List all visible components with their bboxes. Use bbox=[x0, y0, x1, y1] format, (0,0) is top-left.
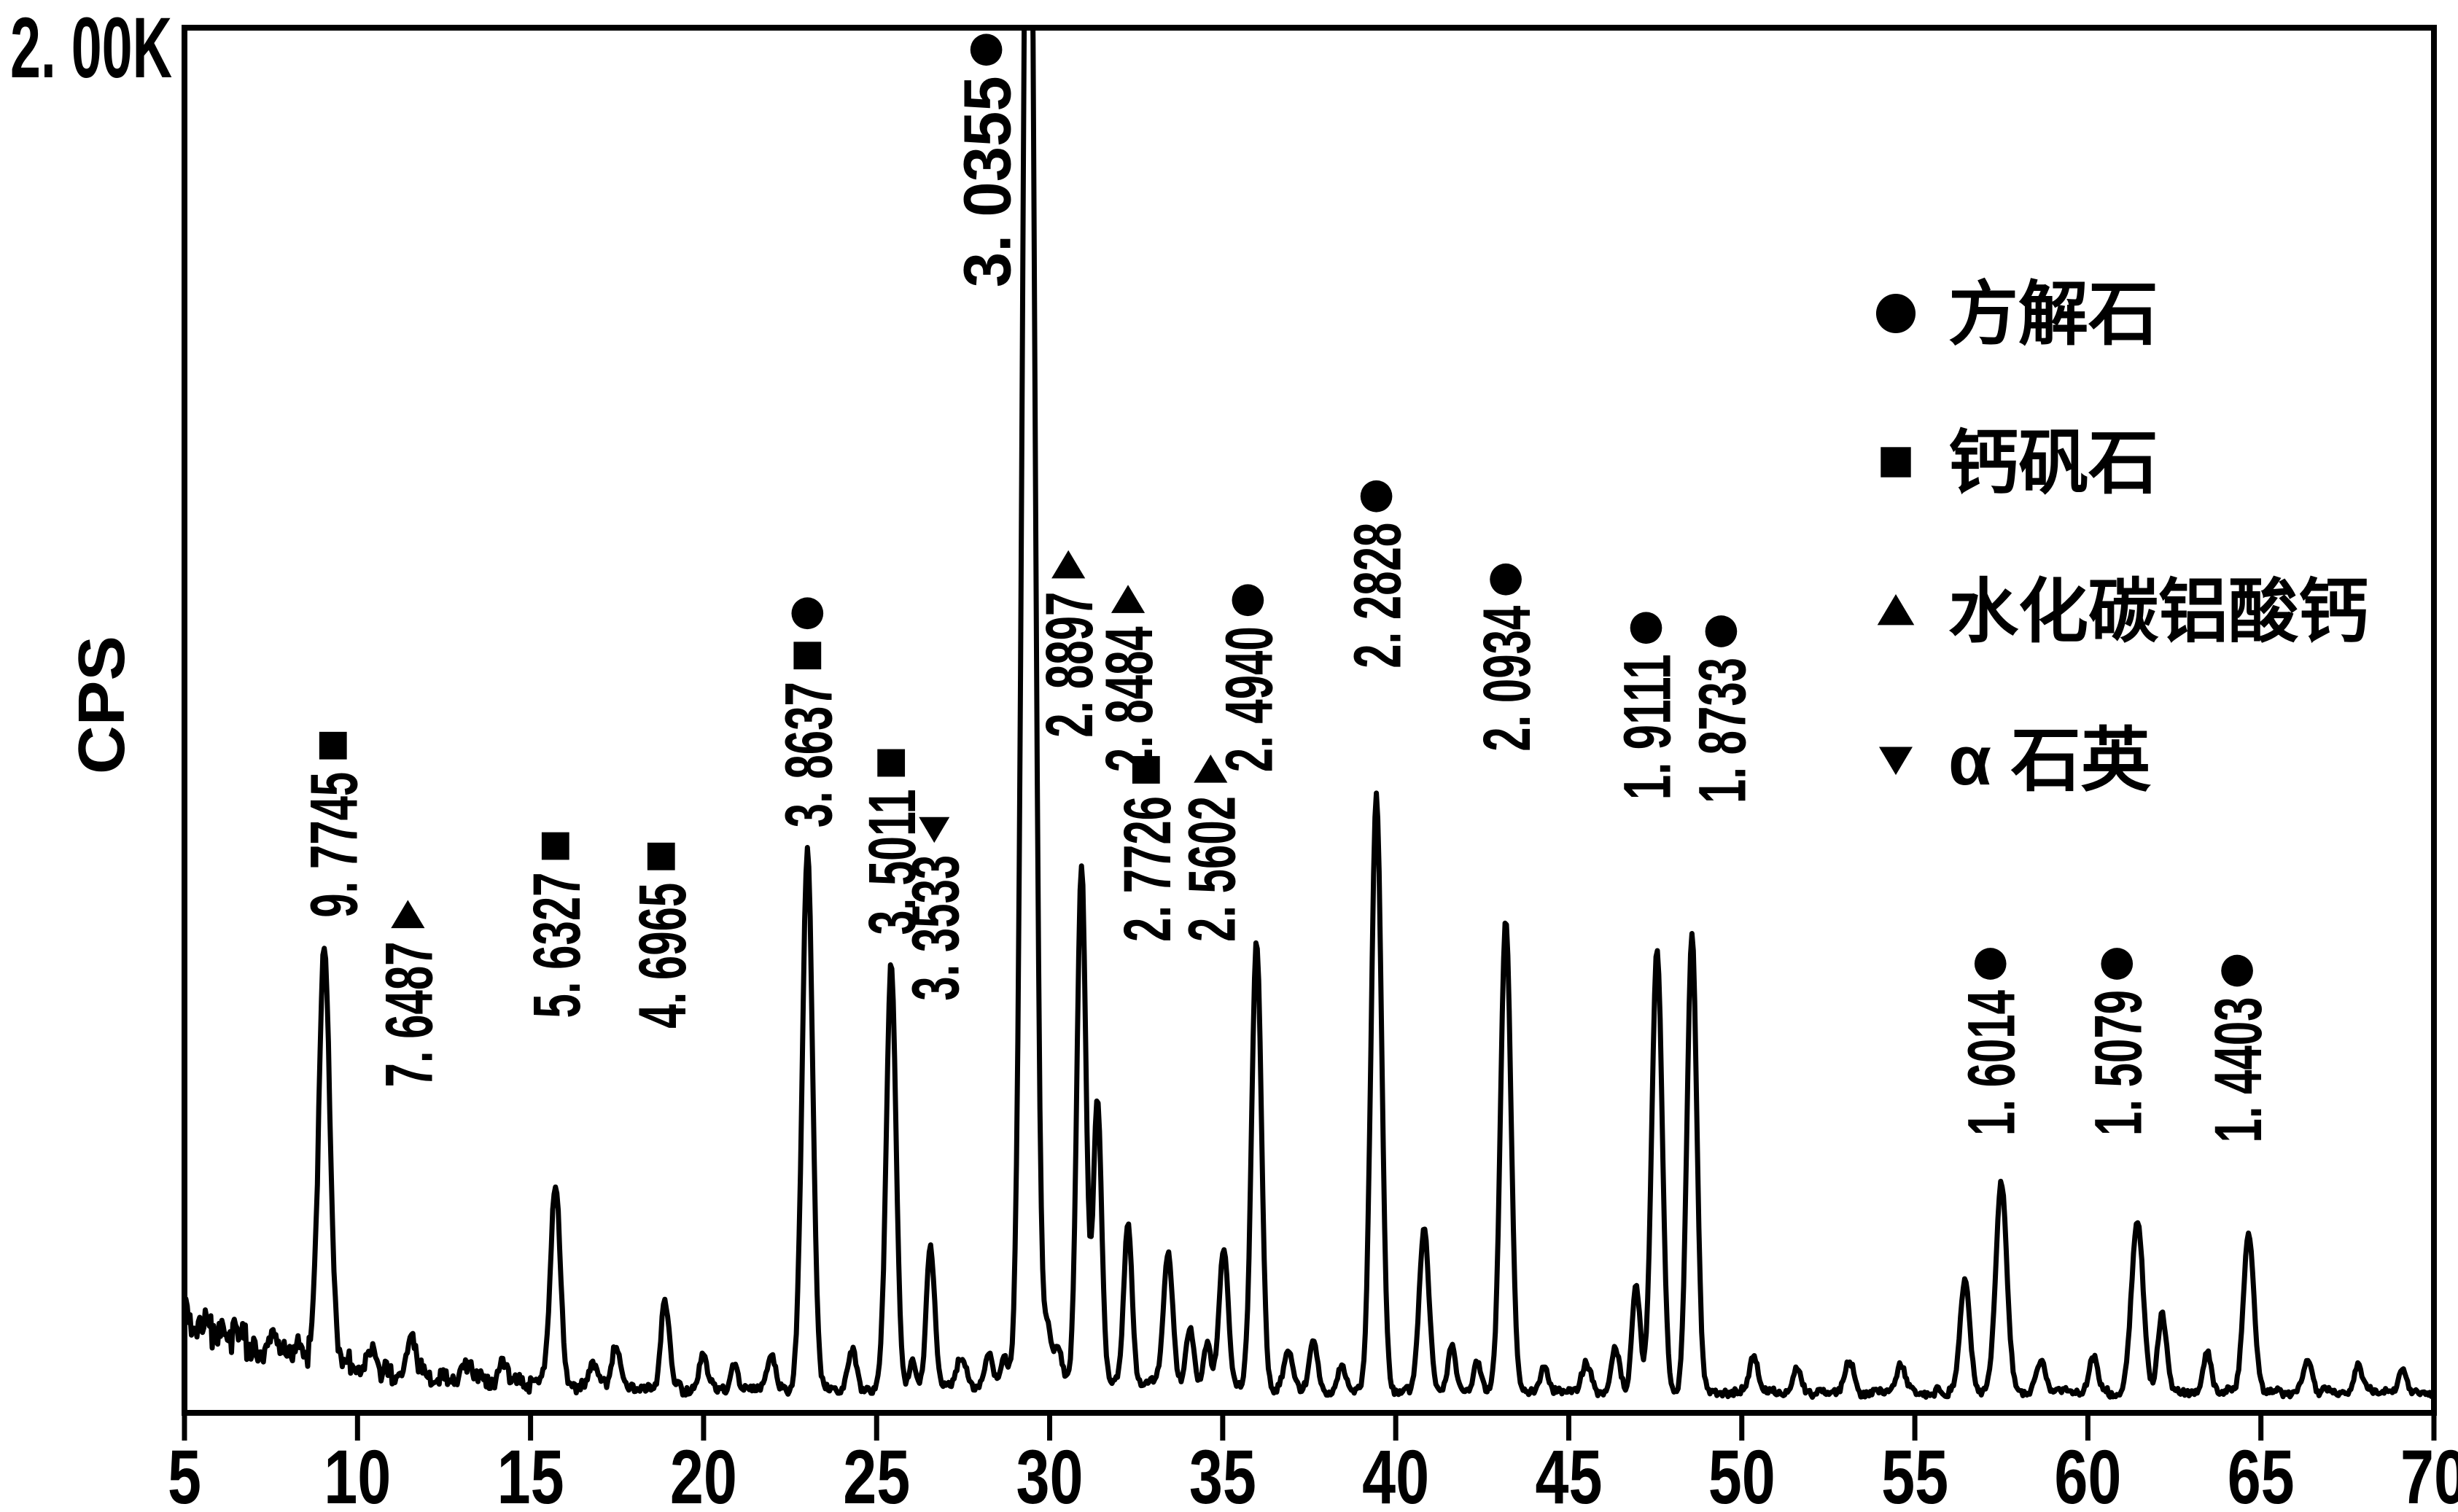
legend-item: 方解石 bbox=[1875, 276, 2158, 354]
x-tick-label: 35 bbox=[1189, 1435, 1256, 1512]
peak-label: 2. 0934 bbox=[1470, 563, 1544, 752]
peak-label: 3. 0355 bbox=[951, 34, 1025, 287]
legend-label: 水化碳铝酸钙 bbox=[1948, 573, 2368, 651]
peak-triangle-up-icon bbox=[391, 900, 425, 929]
peak-triangle-down-icon bbox=[919, 817, 950, 843]
peak-label: 2. 8897 bbox=[1032, 550, 1107, 738]
x-tick-label: 45 bbox=[1535, 1435, 1602, 1512]
peak-d-value: 2. 0934 bbox=[1470, 606, 1544, 752]
peak-d-value: 2. 8897 bbox=[1032, 592, 1107, 738]
legend-circle-icon bbox=[1875, 293, 1916, 334]
peak-circle-icon bbox=[1232, 584, 1264, 617]
diffraction-trace-group bbox=[184, 28, 2434, 1400]
peak-d-value: 3. 0355 bbox=[951, 76, 1025, 287]
x-tick-label: 5 bbox=[168, 1435, 201, 1512]
x-tick-label: 40 bbox=[1362, 1435, 1429, 1512]
peak-d-value: 7. 6487 bbox=[372, 942, 446, 1088]
legend-label: 钙矾石 bbox=[1948, 424, 2158, 502]
y-axis-max-label: 2. 00K bbox=[10, 0, 172, 96]
peak-circle-icon bbox=[1630, 612, 1662, 644]
x-tick-label: 25 bbox=[843, 1435, 910, 1512]
peak-label: 7. 6487 bbox=[372, 900, 446, 1088]
legend-triangle-up-icon bbox=[1877, 594, 1915, 626]
legend-triangle-down-icon bbox=[1879, 747, 1913, 776]
x-tick-label: 20 bbox=[670, 1435, 737, 1512]
peak-label: 2. 4940 bbox=[1212, 584, 1286, 772]
peak-circle-icon bbox=[1360, 480, 1393, 513]
peak-d-value: 1. 8733 bbox=[1685, 658, 1759, 803]
peak-label: 2. 5602 bbox=[1175, 755, 1249, 942]
peak-d-value: 3. 5011 bbox=[855, 790, 930, 935]
x-tick-label: 10 bbox=[324, 1435, 391, 1512]
x-tick-label: 70 bbox=[2400, 1435, 2458, 1512]
peak-square-icon bbox=[647, 842, 675, 870]
y-axis-title: CPS bbox=[66, 636, 139, 774]
x-axis-ticks-group: 5 10 15 20 25 30 35 40 45 50 55 60 65 70 bbox=[168, 1413, 2458, 1512]
peak-circle-icon bbox=[1705, 615, 1738, 647]
peak-label: 1. 4403 bbox=[2201, 954, 2276, 1143]
legend-item: 水化碳铝酸钙 bbox=[1877, 573, 2368, 651]
peak-label: 1. 5079 bbox=[2081, 948, 2155, 1136]
peak-label: 9. 7745 bbox=[297, 731, 372, 918]
peak-label: 3. 5011 bbox=[855, 749, 930, 935]
peak-d-value: 1. 4403 bbox=[2201, 997, 2276, 1143]
plot-frame bbox=[182, 25, 2437, 1416]
peak-label: 3. 3533 bbox=[898, 817, 973, 1001]
peak-d-value: 2. 7726 bbox=[1111, 796, 1185, 942]
peak-label: 4. 6965 bbox=[626, 842, 700, 1029]
legend-item: 钙矾石 bbox=[1881, 424, 2158, 502]
peak-d-value: 2. 8484 bbox=[1092, 626, 1167, 772]
peak-square-icon bbox=[541, 832, 569, 860]
peak-label: 1. 8733 bbox=[1685, 615, 1759, 803]
peak-label: 2. 8484 bbox=[1092, 585, 1167, 772]
peak-square-icon bbox=[1132, 756, 1160, 784]
peak-triangle-up-icon bbox=[1111, 585, 1146, 613]
x-tick-label: 15 bbox=[497, 1435, 564, 1512]
peak-triangle-up-icon bbox=[1194, 755, 1228, 783]
xrd-trace bbox=[184, 28, 2434, 1400]
peak-d-value: 3. 3533 bbox=[898, 855, 973, 1001]
peak-d-value: 2. 2828 bbox=[1341, 523, 1415, 669]
peak-circle-icon bbox=[1974, 948, 2007, 980]
x-tick-label: 65 bbox=[2228, 1435, 2295, 1512]
peak-d-value: 4. 6965 bbox=[626, 883, 700, 1029]
x-tick-label: 50 bbox=[1708, 1435, 1776, 1512]
peak-d-value: 9. 7745 bbox=[297, 772, 372, 918]
peak-square-icon bbox=[793, 642, 822, 670]
peak-circle-icon bbox=[791, 597, 824, 630]
peak-label: 2. 7726 bbox=[1111, 756, 1185, 942]
peak-circle-icon bbox=[2101, 948, 2134, 980]
peak-d-value: 5. 6327 bbox=[520, 873, 594, 1018]
x-tick-label: 55 bbox=[1881, 1435, 1948, 1512]
peak-label: 2. 2828 bbox=[1341, 480, 1415, 669]
peak-label: 1. 9111 bbox=[1610, 612, 1684, 800]
legend-label: α 石英 bbox=[1948, 722, 2152, 800]
plot-frame-group bbox=[182, 25, 2437, 1416]
peak-d-value: 3. 8637 bbox=[771, 682, 846, 827]
peak-label: 3. 8637 bbox=[771, 597, 846, 827]
peak-d-value: 2. 4940 bbox=[1212, 626, 1286, 772]
peak-d-value: 2. 5602 bbox=[1175, 796, 1249, 942]
peak-circle-icon bbox=[1490, 563, 1522, 596]
peak-square-icon bbox=[877, 749, 906, 777]
legend-label: 方解石 bbox=[1948, 276, 2158, 354]
peak-triangle-up-icon bbox=[1051, 550, 1086, 579]
x-tick-label: 60 bbox=[2054, 1435, 2121, 1512]
peak-d-value: 1. 5079 bbox=[2081, 990, 2155, 1136]
peak-d-value: 1. 9111 bbox=[1610, 654, 1684, 800]
x-tick-label: 30 bbox=[1016, 1435, 1084, 1512]
legend-square-icon bbox=[1881, 447, 1911, 478]
peak-circle-icon bbox=[970, 34, 1003, 66]
peak-label: 1. 6014 bbox=[1955, 948, 2029, 1136]
peak-circle-icon bbox=[2221, 954, 2253, 987]
peak-square-icon bbox=[319, 731, 347, 760]
peak-d-value: 1. 6014 bbox=[1955, 990, 2029, 1136]
peak-label: 5. 6327 bbox=[520, 832, 594, 1018]
legend-item: α 石英 bbox=[1879, 722, 2152, 800]
